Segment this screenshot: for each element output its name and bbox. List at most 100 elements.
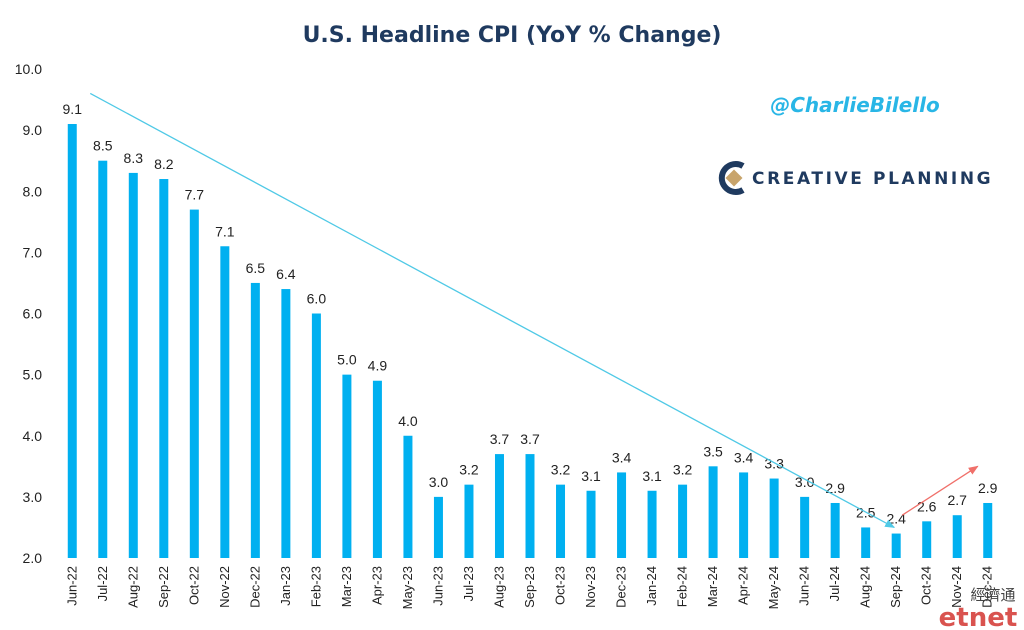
bar [159,179,169,558]
data-label: 6.4 [276,266,296,282]
x-tick-label: Nov-23 [583,566,598,608]
data-label: 6.5 [246,260,266,276]
x-tick-label: May-23 [400,566,415,609]
data-label: 3.7 [520,431,540,447]
x-tick-label: Dec-22 [247,566,262,608]
watermark-etnet: etnet [939,603,1018,630]
x-tick-label: Jan-24 [644,566,659,606]
bar [433,496,443,559]
bar [739,472,749,558]
x-tick-label: Sep-22 [156,566,171,608]
annotations [89,92,979,529]
x-tick-label: Dec-23 [614,566,629,608]
y-tick-label: 5.0 [23,367,43,383]
bar [891,533,901,558]
data-label: 4.9 [368,358,388,374]
bar [586,490,596,558]
data-label: 2.9 [825,480,845,496]
y-tick-label: 4.0 [23,428,43,444]
y-axis: 2.0 3.0 4.0 5.0 6.0 7.0 8.0 9.0 10.0 [15,61,42,566]
x-tick-label: Aug-23 [491,566,506,608]
x-tick-label: Feb-24 [675,566,690,607]
data-label: 3.4 [734,449,754,465]
watermark-cn: 經濟通 [970,586,1015,604]
data-label: 8.2 [154,156,174,172]
data-label: 6.0 [307,291,327,307]
x-tick-label: Feb-23 [308,566,323,607]
bar [220,246,230,558]
x-tick-label: May-24 [766,566,781,609]
bar [189,209,199,558]
data-label: 3.1 [581,468,601,484]
data-label: 3.3 [764,456,784,472]
author-handle: @CharlieBilello [770,93,940,117]
data-label: 3.4 [612,449,632,465]
bar [403,435,413,558]
bar [128,172,138,558]
bar-series [67,124,993,559]
x-tick-label: Aug-22 [125,566,140,608]
bar [525,454,535,558]
logo-mark-icon [718,161,745,195]
bar [952,515,962,558]
bar [922,521,932,558]
bar [800,496,810,559]
etnet-watermark: 經濟通 etnet [939,586,1018,630]
x-tick-label: Dec-24 [980,566,995,608]
data-label: 4.0 [398,413,418,429]
data-label: 3.5 [703,443,723,459]
bar [311,313,321,558]
y-tick-label: 2.0 [23,550,43,566]
y-tick-label: 6.0 [23,306,43,322]
bar [708,466,718,558]
bar [494,454,504,558]
data-label: 3.2 [673,462,693,478]
bar [983,502,993,558]
bar [372,380,382,558]
x-tick-label: Jun-22 [64,566,79,606]
data-label: 9.1 [63,101,83,117]
x-tick-label: Jun-24 [797,566,812,606]
data-label: 3.2 [551,462,571,478]
x-tick-label: Apr-23 [369,566,384,605]
data-label: 7.1 [215,223,235,239]
trend-arrow [89,92,896,529]
x-tick-label: Jul-22 [95,566,110,601]
data-label: 3.0 [429,474,449,490]
x-tick-label: Nov-22 [217,566,232,608]
data-label: 3.0 [795,474,815,490]
x-tick-label: Aug-24 [858,566,873,608]
x-tick-label: Oct-23 [553,566,568,605]
chart-title: U.S. Headline CPI (YoY % Change) [303,23,722,48]
bar [464,484,474,558]
bar [342,374,352,559]
x-tick-label: Apr-24 [736,566,751,605]
data-label: 2.6 [917,498,937,514]
data-label: 8.3 [124,150,144,166]
x-tick-label: Sep-23 [522,566,537,608]
bar [281,289,291,558]
bar [617,472,627,558]
bar [830,502,840,558]
bar [861,527,871,558]
bar [678,484,688,558]
data-label: 2.9 [978,480,998,496]
data-label: 2.7 [947,492,967,508]
x-tick-label: Jun-23 [430,566,445,606]
y-tick-label: 9.0 [23,122,43,138]
y-tick-label: 10.0 [15,61,42,77]
x-tick-label: Nov-24 [949,566,964,608]
data-label: 3.7 [490,431,510,447]
x-tick-label: Oct-24 [919,566,934,605]
x-tick-label: Oct-22 [186,566,201,605]
data-label: 5.0 [337,352,357,368]
data-label: 3.1 [642,468,662,484]
x-tick-label: Jul-24 [827,566,842,601]
bar [250,282,260,558]
y-tick-label: 7.0 [23,244,43,260]
bar [647,490,657,558]
y-tick-label: 3.0 [23,489,43,505]
bar [769,478,779,558]
x-tick-label: Jul-23 [461,566,476,601]
y-tick-label: 8.0 [23,183,43,199]
